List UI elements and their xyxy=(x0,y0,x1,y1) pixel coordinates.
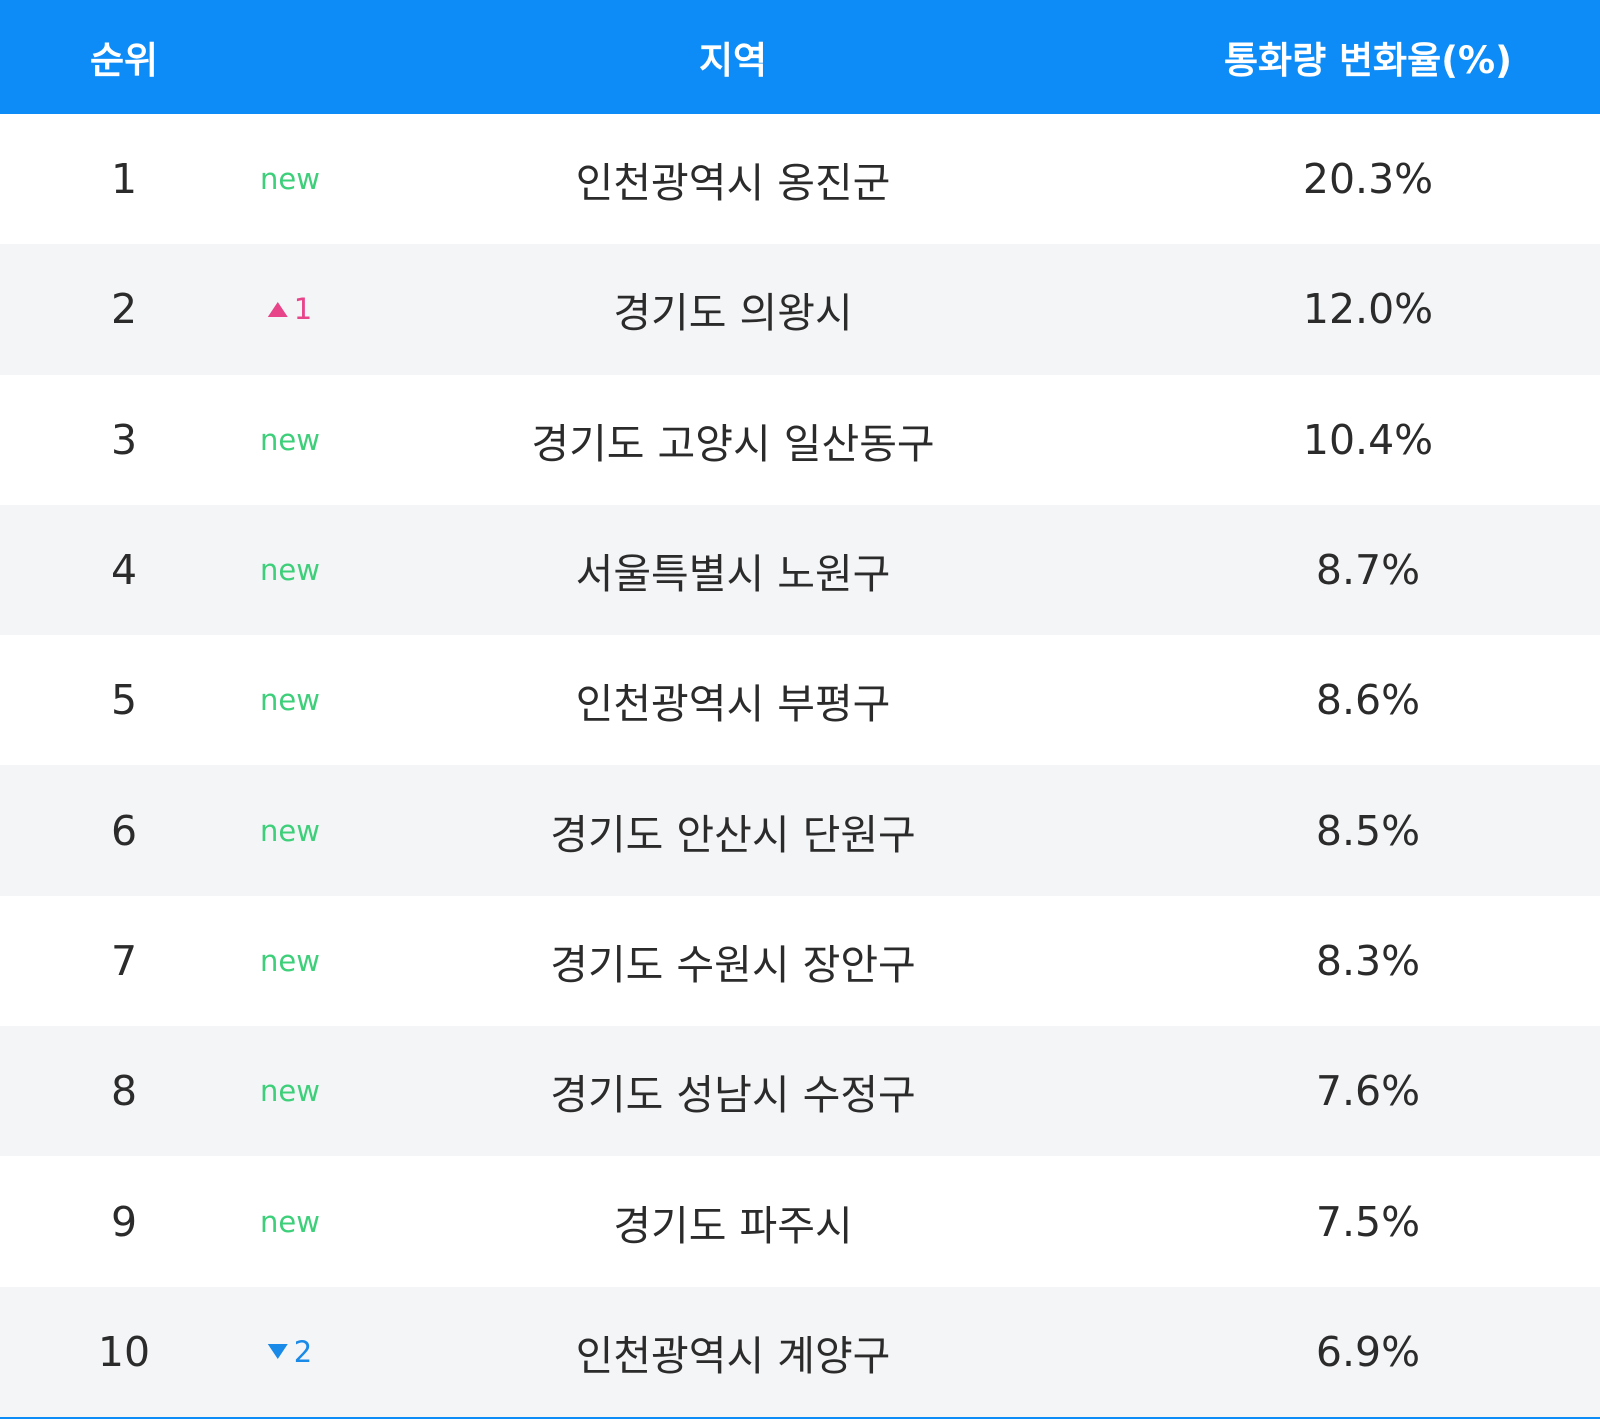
bottom-border xyxy=(0,1417,1600,1419)
region: 경기도 의왕시 xyxy=(613,289,853,338)
header-cell: 통화량 변화율(%) xyxy=(1223,39,1513,82)
header-cell: 지역 xyxy=(698,39,768,82)
table-row: 2 1 경기도 의왕시 12.0% xyxy=(0,244,1600,375)
rate: 7.6% xyxy=(1315,1067,1421,1116)
trend-arrow xyxy=(267,1344,288,1360)
rate: 8.6% xyxy=(1315,676,1421,725)
rank: 4 xyxy=(110,546,138,595)
table-row: 7 new 경기도 수원시 장안구 8.3% xyxy=(0,896,1600,1026)
rank: 10 xyxy=(97,1327,151,1376)
rank: 3 xyxy=(110,415,138,464)
region: 인천광역시 옹진군 xyxy=(575,159,891,208)
region: 경기도 안산시 단원구 xyxy=(550,810,916,859)
rank: 2 xyxy=(110,285,138,334)
table-row: 6 new 경기도 안산시 단원구 8.5% xyxy=(0,765,1600,896)
rate: 12.0% xyxy=(1302,285,1434,334)
rank: 1 xyxy=(110,155,138,204)
region: 서울특별시 노원구 xyxy=(575,550,891,599)
change-value: 1 xyxy=(293,292,313,327)
rank-change: new xyxy=(260,553,320,588)
rank-change: new xyxy=(260,1204,320,1239)
region: 경기도 성남시 수정구 xyxy=(550,1071,916,1120)
rank-change: 2 xyxy=(267,1287,313,1417)
region: 인천광역시 부평구 xyxy=(575,680,891,729)
rank: 6 xyxy=(110,806,138,855)
rate: 8.5% xyxy=(1315,806,1421,855)
rank-change: new xyxy=(260,943,320,978)
change-value: 2 xyxy=(293,1334,313,1369)
rate: 20.3% xyxy=(1302,155,1434,204)
rate: 8.3% xyxy=(1315,936,1421,985)
rank-change: new xyxy=(260,813,320,848)
table-row: 1 new 인천광역시 옹진군 20.3% xyxy=(0,114,1600,244)
table-row: 4 new 서울특별시 노원구 8.7% xyxy=(0,504,1600,636)
table-row: 10 2 인천광역시 계양구 6.9% xyxy=(0,1286,1600,1417)
trend-arrow xyxy=(267,301,288,317)
table-row: 8 new 경기도 성남시 수정구 7.6% xyxy=(0,1026,1600,1157)
region: 인천광역시 계양구 xyxy=(575,1331,891,1380)
rank-change: new xyxy=(260,422,320,457)
rank: 9 xyxy=(110,1197,138,1246)
table-row: 3 new 경기도 고양시 일산동구 10.4% xyxy=(0,375,1600,505)
rank-change: new xyxy=(260,162,320,197)
region: 경기도 파주시 xyxy=(613,1201,853,1250)
table-row: 9 new 경기도 파주시 7.5% xyxy=(0,1156,1600,1286)
region: 경기도 수원시 장안구 xyxy=(550,940,916,989)
table-header: 순위 지역 통화량 변화율(%) xyxy=(0,0,1600,114)
rate: 8.7% xyxy=(1315,546,1421,595)
rank-change: new xyxy=(260,683,320,718)
rank-change: 1 xyxy=(267,244,313,374)
rate: 10.4% xyxy=(1302,415,1434,464)
rank-change: new xyxy=(260,1074,320,1109)
region: 경기도 고양시 일산동구 xyxy=(531,419,935,468)
rank: 7 xyxy=(110,936,138,985)
header-cell: 순위 xyxy=(89,39,159,82)
table-row: 5 new 인천광역시 부평구 8.6% xyxy=(0,635,1600,765)
rate: 6.9% xyxy=(1315,1327,1421,1376)
rank: 8 xyxy=(110,1067,138,1116)
rate: 7.5% xyxy=(1315,1197,1421,1246)
rank: 5 xyxy=(110,676,138,725)
